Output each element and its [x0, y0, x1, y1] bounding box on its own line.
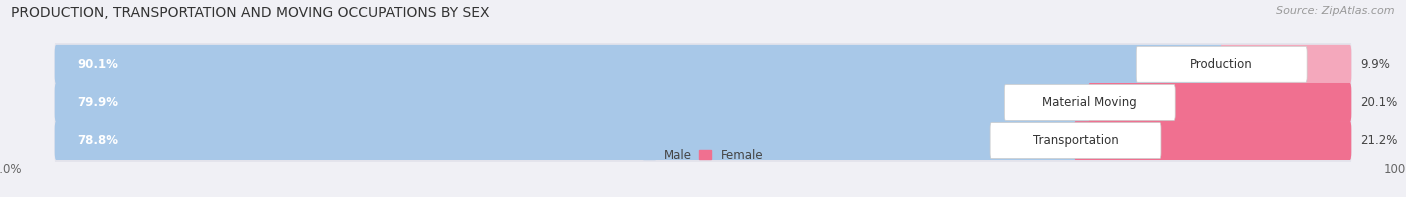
FancyBboxPatch shape: [1088, 83, 1351, 122]
FancyBboxPatch shape: [1136, 46, 1308, 82]
Text: 90.1%: 90.1%: [77, 58, 118, 71]
FancyBboxPatch shape: [55, 41, 1351, 88]
FancyBboxPatch shape: [990, 123, 1161, 159]
Text: PRODUCTION, TRANSPORTATION AND MOVING OCCUPATIONS BY SEX: PRODUCTION, TRANSPORTATION AND MOVING OC…: [11, 6, 489, 20]
Text: 9.9%: 9.9%: [1361, 58, 1391, 71]
Text: Production: Production: [1191, 58, 1253, 71]
Text: 21.2%: 21.2%: [1361, 134, 1398, 147]
FancyBboxPatch shape: [55, 79, 1351, 126]
FancyBboxPatch shape: [1004, 85, 1175, 120]
FancyBboxPatch shape: [1220, 45, 1351, 84]
FancyBboxPatch shape: [55, 83, 1091, 122]
Text: 20.1%: 20.1%: [1361, 96, 1398, 109]
Text: 79.9%: 79.9%: [77, 96, 118, 109]
Text: Material Moving: Material Moving: [1042, 96, 1137, 109]
FancyBboxPatch shape: [1074, 121, 1351, 160]
Legend: Male, Female: Male, Female: [643, 149, 763, 162]
Text: Source: ZipAtlas.com: Source: ZipAtlas.com: [1277, 6, 1395, 16]
FancyBboxPatch shape: [55, 121, 1077, 160]
FancyBboxPatch shape: [55, 117, 1351, 164]
Text: 78.8%: 78.8%: [77, 134, 118, 147]
Text: Transportation: Transportation: [1032, 134, 1118, 147]
FancyBboxPatch shape: [55, 45, 1223, 84]
